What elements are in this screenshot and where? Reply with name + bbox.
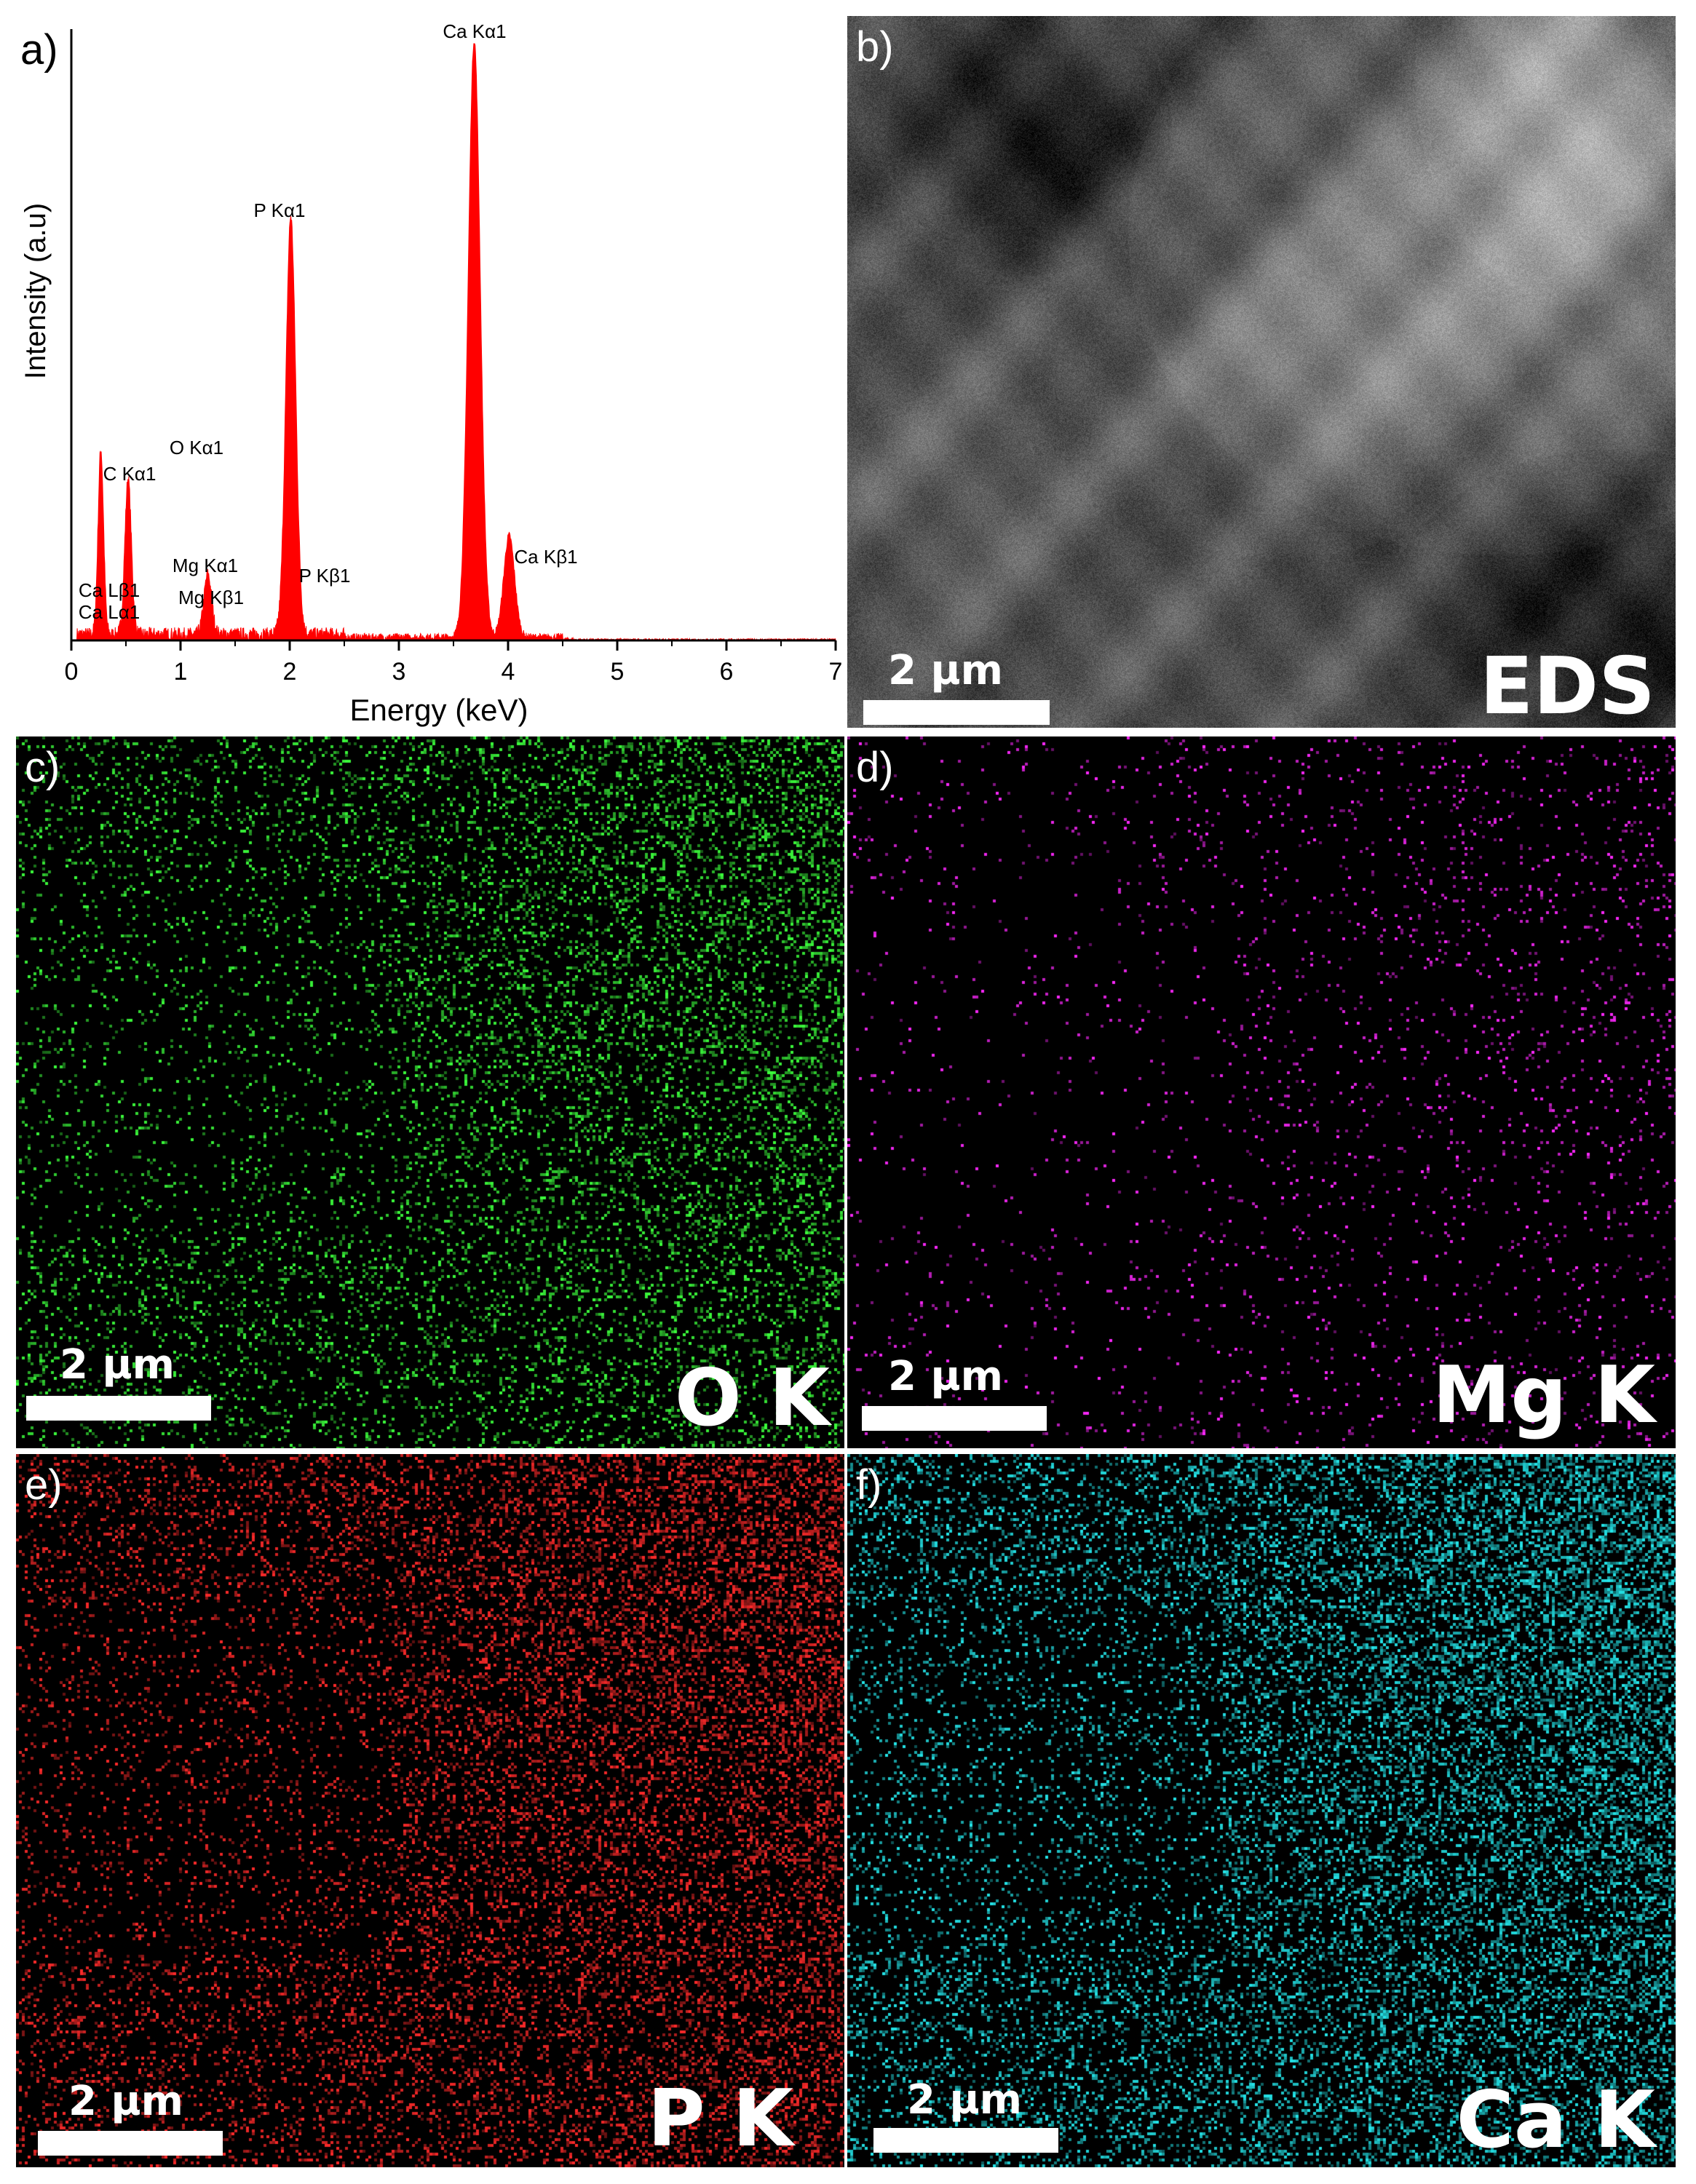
peak-annotation: Ca Lα1 [79, 601, 140, 623]
ca-k-map-panel: f) 2 µm Ca K [847, 1454, 1676, 2167]
scale-bar-label-f: 2 µm [907, 2076, 1023, 2124]
x-tick-label: 7 [829, 658, 843, 686]
panel-letter-c: c) [25, 744, 60, 791]
eds-spectrum-chart: 0 1 2 3 4 5 6 7 Energy (keV) Intensity (a.u) Ca Kα… [20, 20, 843, 727]
panel-label-eds: EDS [1479, 641, 1655, 728]
panel-label-mg-k: Mg K [1432, 1350, 1655, 1441]
peak-annotation: Ca Kα1 [443, 20, 506, 42]
peak-annotation: Ca Kβ1 [514, 546, 577, 568]
mg-k-map-panel: d) 2 µm Mg K [847, 736, 1676, 1448]
sem-micrograph [847, 16, 1676, 728]
panel-label-o-k: O K [674, 1353, 830, 1444]
o-k-map-panel: c) 2 µm O K [16, 736, 844, 1448]
spectrum-area [76, 43, 836, 642]
panel-letter-e: e) [25, 1461, 63, 1509]
peak-annotation: C Kα1 [103, 463, 156, 485]
x-tick-label: 2 [283, 658, 297, 686]
x-tick-label: 1 [174, 658, 188, 686]
y-axis-label: Intensity (a.u) [20, 203, 52, 379]
scale-bar-b [863, 700, 1050, 725]
scale-bar-e [38, 2131, 223, 2156]
x-axis-label: Energy (keV) [349, 693, 528, 727]
peak-annotation: P Kβ1 [299, 565, 351, 587]
scale-bar-label-e: 2 µm [68, 2078, 184, 2125]
panel-letter-b: b) [856, 23, 894, 71]
x-tick-label: 5 [611, 658, 625, 686]
scale-bar-d [862, 1406, 1047, 1431]
peak-annotation: P Kα1 [254, 199, 306, 221]
mg-k-element-map [847, 736, 1676, 1448]
eds-spectrum-panel: 0 1 2 3 4 5 6 7 Energy (keV) Intensity (a.u) Ca Kα… [0, 0, 844, 728]
x-tick-label: 4 [502, 658, 515, 686]
scale-bar-f [873, 2128, 1058, 2153]
peak-annotation: Mg Kα1 [173, 555, 238, 576]
x-tick-label: 0 [65, 658, 79, 686]
x-tick-label: 6 [720, 658, 734, 686]
panel-label-ca-k: Ca K [1456, 2075, 1655, 2166]
p-k-element-map [16, 1454, 844, 2167]
peak-annotation: O Kα1 [170, 437, 223, 458]
peak-annotation: Ca Lβ1 [79, 579, 140, 601]
scale-bar-label-c: 2 µm [60, 1341, 175, 1389]
scale-bar-label-d: 2 µm [888, 1353, 1004, 1400]
sem-image-panel: b) 2 µm EDS [847, 16, 1676, 728]
o-k-element-map [16, 736, 844, 1448]
scale-bar-label-b: 2 µm [888, 647, 1004, 694]
scale-bar-c [26, 1396, 211, 1421]
peak-annotation: Mg Kβ1 [178, 587, 244, 608]
ca-k-element-map [847, 1454, 1676, 2167]
panel-letter-a: a) [20, 26, 58, 74]
x-tick-label: 3 [392, 658, 406, 686]
panel-letter-f: f) [856, 1461, 882, 1509]
panel-label-p-k: P K [647, 2073, 793, 2164]
panel-letter-d: d) [856, 744, 894, 791]
p-k-map-panel: e) 2 µm P K [16, 1454, 844, 2167]
